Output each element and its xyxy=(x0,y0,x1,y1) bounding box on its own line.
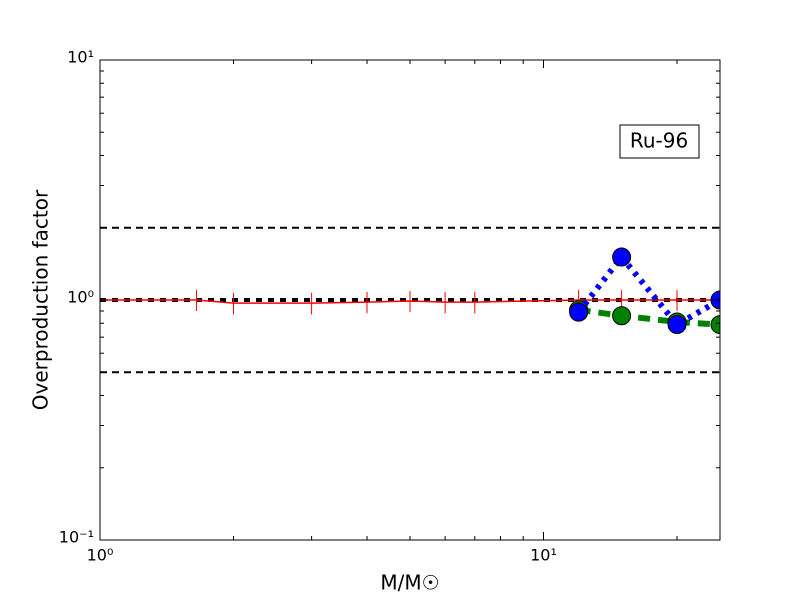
data-point xyxy=(667,315,687,335)
data-point xyxy=(612,306,632,326)
x-tick-label: 10¹ xyxy=(530,546,557,565)
x-tick-label: 10⁰ xyxy=(87,546,114,565)
data-point xyxy=(710,315,720,335)
annotation: Ru-96 xyxy=(630,129,688,153)
y-tick-label: 10¹ xyxy=(67,48,94,67)
y-tick-label: 10⁰ xyxy=(67,288,94,307)
annotation-box xyxy=(619,124,700,159)
series-line xyxy=(100,299,720,304)
series-line xyxy=(576,252,720,329)
y-axis-label: Overproduction factor xyxy=(29,189,53,410)
series-line xyxy=(578,306,720,328)
data-point xyxy=(612,247,632,267)
y-tick-label: 10⁻¹ xyxy=(59,528,94,547)
data-point xyxy=(569,302,589,322)
x-axis-label: M/M☉ xyxy=(380,571,439,595)
